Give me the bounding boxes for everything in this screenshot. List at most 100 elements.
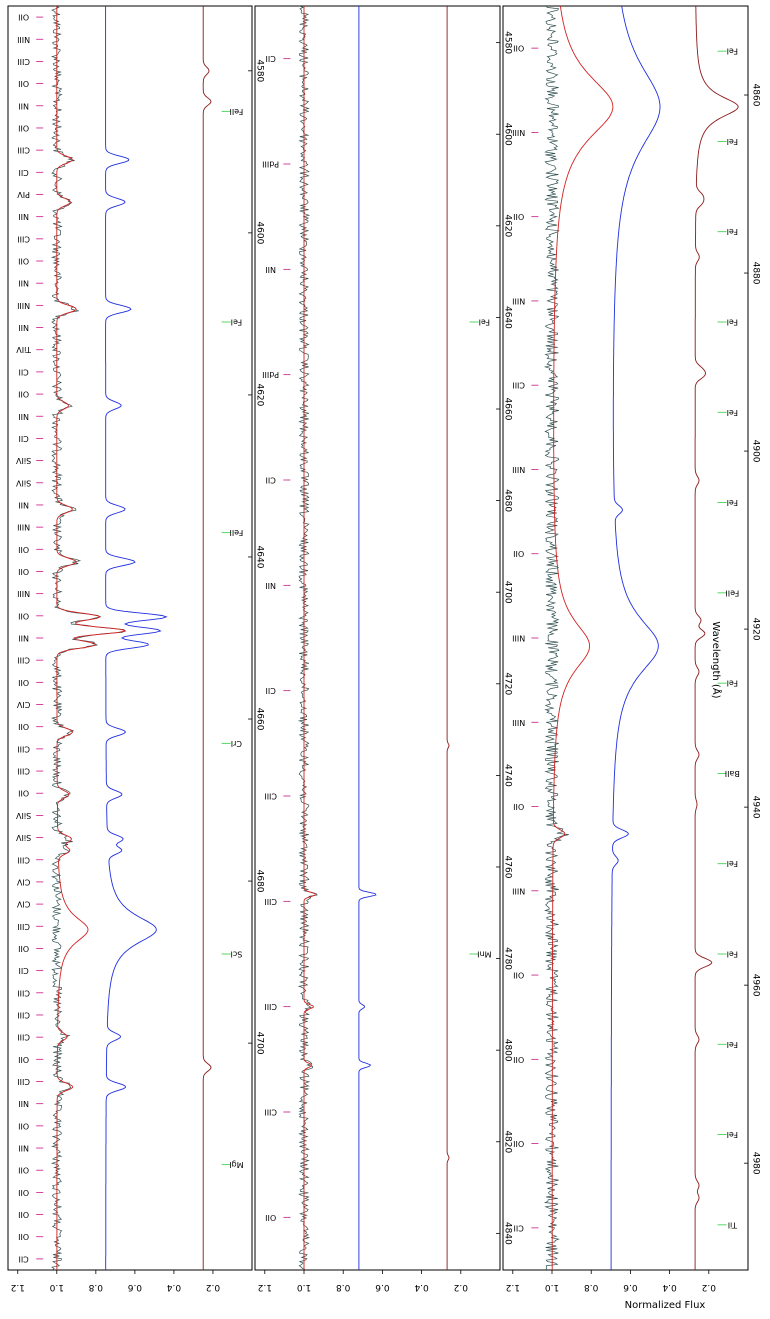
series-line [610,5,661,1270]
ion-label: OII [513,44,524,53]
flux-tick-label: 0.2 [206,1282,220,1292]
ion-label: OII [513,549,524,558]
metal-label: FeI [479,318,490,327]
ion-label: NIII [512,634,525,643]
series-line [543,5,569,1271]
wavelength-tick-label: 4760 [503,856,513,879]
ion-label: OII [18,1121,29,1130]
flux-tick-label: 0.6 [127,1282,142,1292]
ion-label: CIII [17,744,30,753]
ion-label: OII [18,678,29,687]
metal-label: FeI [727,1040,738,1049]
panel-3: 0.2 0.4 0.6 0.8 1.0 1.2 4860 4880 4900 4920 4940 49… [502,5,761,1292]
ion-label: CIII [17,57,30,66]
wavelength-tick-label: 4780 [503,947,513,970]
flux-tick-label: 1.0 [297,1282,312,1292]
ion-label: NIII [512,296,525,305]
ion-label: NII [18,212,29,221]
ion-label: NIII [17,589,30,598]
flux-tick-label: 0.2 [702,1282,716,1292]
wavelength-tick-label: 4920 [751,618,761,641]
metal-label: FeII [725,588,739,597]
ion-label: NIII [17,523,30,532]
ion-label: CIII [17,922,30,931]
metal-label: FeI [727,137,738,146]
metal-label: BaII [725,769,740,778]
flux-tick-label: 1.0 [545,1282,560,1292]
series-line [202,6,212,1270]
ion-label: CIII [264,1002,277,1011]
ion-label: NII [265,581,276,590]
flux-tick-label: 1.2 [258,1282,272,1292]
ion-label: NII [265,265,276,274]
wavelength-tick-label: 4680 [503,489,513,512]
ion-label: OII [513,1139,524,1148]
ion-label: CIV [16,900,30,909]
ion-label: OII [18,545,29,554]
wavelength-tick-label: 4620 [503,214,513,237]
series-line [551,5,614,1270]
ion-label: CIV [16,700,30,709]
ion-label: PIV [17,190,30,199]
metal-label: FeII [229,528,243,537]
wavelength-tick-label: 4640 [255,546,265,569]
ion-label: PdIII [262,160,279,169]
metal-label: FeI [231,318,242,327]
metal-label: FeI [727,1130,738,1139]
metal-label: FeI [727,498,738,507]
ion-label: CII [266,476,276,485]
flux-tick-label: 1.0 [49,1282,64,1292]
wavelength-tick-label: 4900 [751,440,761,463]
x-axis-label: Wavelength (Å) [710,621,723,698]
ion-label: OII [18,789,29,798]
ion-label: CIII [17,1033,30,1042]
ion-label: NIII [512,886,525,895]
ion-label: OII [18,1166,29,1175]
series-line [446,6,450,1270]
wavelength-tick-label: 4600 [503,123,513,146]
ion-label: NIII [17,35,30,44]
ion-label: CIII [17,1010,30,1019]
wavelength-tick-label: 4960 [751,974,761,997]
wavelength-tick-label: 4980 [751,1152,761,1175]
ion-label: SiIV [16,456,32,465]
series-line [105,6,168,1270]
y-axis-label: Normalized Flux [625,1300,706,1311]
ion-label: NII [18,101,29,110]
ion-label: CIII [264,792,277,801]
ion-label: NIII [512,465,525,474]
wavelength-tick-label: 4580 [503,31,513,54]
ion-label: CIII [17,234,30,243]
wavelength-tick-label: 4840 [503,1222,513,1245]
flux-tick-label: 0.2 [454,1282,468,1292]
ion-label: CIII [17,146,30,155]
wavelength-tick-label: 4600 [255,221,265,244]
ion-label: OII [513,971,524,980]
series-line [297,5,318,1271]
series-line [56,6,127,1270]
ion-label: OII [18,1232,29,1241]
ion-label: OII [18,611,29,620]
flux-tick-label: 0.4 [166,1282,181,1292]
ion-label: OII [18,1210,29,1219]
wavelength-tick-label: 4580 [255,59,265,82]
ion-label: NII [18,634,29,643]
flux-tick-label: 0.6 [375,1282,390,1292]
ion-label: OII [18,79,29,88]
metal-label: MgI [229,1160,243,1169]
wavelength-tick-label: 4860 [751,84,761,107]
metal-label: FeI [727,679,738,688]
metal-label: FeI [727,47,738,56]
ion-label: CII [18,966,28,975]
ion-label: CIII [17,988,30,997]
ion-label: NII [18,500,29,509]
ion-label: OII [18,944,29,953]
ion-label: CIII [17,1077,30,1086]
series-line [303,6,316,1270]
metal-label: CrI [231,739,242,748]
panel-frame [502,5,749,1271]
ion-label: CII [18,367,28,376]
metal-label: ScI [230,950,242,959]
ion-label: OII [18,13,29,22]
